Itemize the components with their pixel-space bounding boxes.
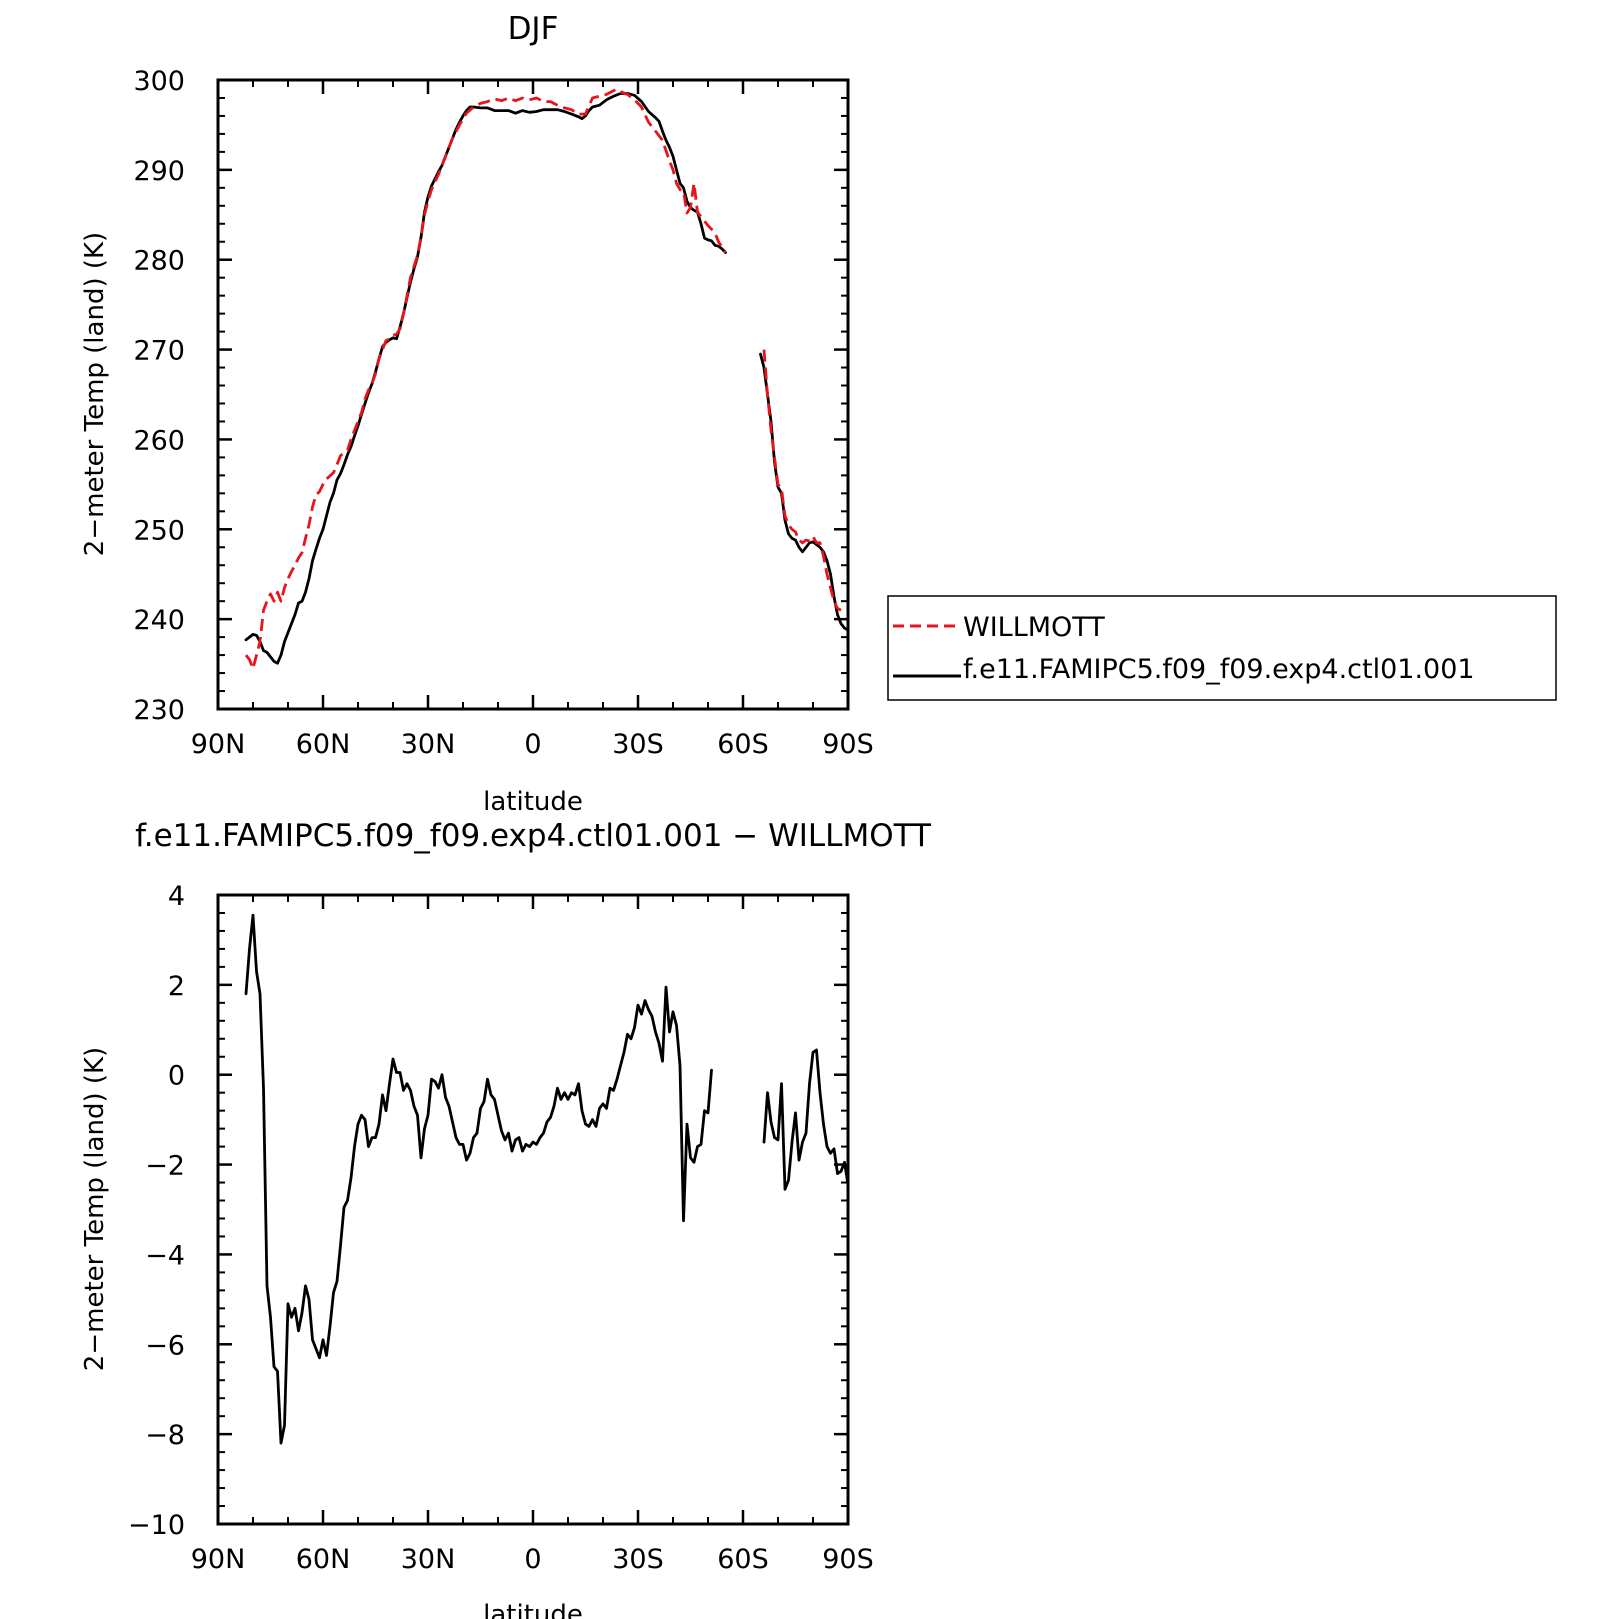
top-chart-ticks xyxy=(216,78,850,711)
top-xtick-label: 30N xyxy=(401,729,456,760)
top-xtick-label: 90S xyxy=(822,729,874,760)
top-chart-frame xyxy=(216,78,850,711)
top-xtick-label: 60S xyxy=(717,729,769,760)
bottom-ytick-label: 2 xyxy=(168,971,185,1002)
bottom-xtick-label: 30S xyxy=(612,1544,664,1575)
top-xtick-label: 30S xyxy=(612,729,664,760)
bottom-chart-frame xyxy=(216,893,850,1526)
legend-box xyxy=(887,595,1557,701)
top-xtick-label: 60N xyxy=(296,729,351,760)
top-ytick-label: 230 xyxy=(133,695,185,726)
bottom-series-model-line xyxy=(244,913,713,1445)
bottom-ytick-label: −2 xyxy=(145,1151,185,1182)
top-chart-ylabel: 2−meter Temp (land) (K) xyxy=(80,232,110,556)
top-series-model-line xyxy=(759,352,850,632)
top-chart-panel: DJF 90N 60N 30N 0 30S 60S 90S 230 240 250 260 270 28… xyxy=(80,11,874,817)
bottom-ytick-label: −4 xyxy=(145,1240,185,1271)
top-xtick-label: 0 xyxy=(524,729,541,760)
top-ytick-label: 250 xyxy=(133,515,185,546)
top-series-willmott-line xyxy=(762,349,842,612)
bottom-chart-ylabel: 2−meter Temp (land) (K) xyxy=(80,1047,110,1371)
top-ytick-label: 240 xyxy=(133,605,185,636)
top-ytick-label: 290 xyxy=(133,156,185,187)
bottom-xtick-label: 0 xyxy=(524,1544,541,1575)
bottom-chart-tick-labels: 90N 60N 30N 0 30S 60S 90S −10 −8 −6 −4 −2 0 2 4 xyxy=(128,881,874,1575)
bottom-xtick-label: 90S xyxy=(822,1544,874,1575)
bottom-ytick-label: 0 xyxy=(168,1061,185,1092)
bottom-xtick-label: 60S xyxy=(717,1544,769,1575)
bottom-chart-title: f.e11.FAMIPC5.f09_f09.exp4.ctl01.001 − W… xyxy=(135,818,932,854)
bottom-chart-ticks xyxy=(216,893,850,1526)
top-chart-title: DJF xyxy=(508,11,559,47)
bottom-xtick-label: 30N xyxy=(401,1544,456,1575)
bottom-series-model-line xyxy=(762,1048,850,1191)
top-xtick-label: 90N xyxy=(191,729,246,760)
bottom-chart-xlabel: latitude xyxy=(483,1600,583,1619)
bottom-ytick-label: −10 xyxy=(128,1510,185,1541)
bottom-xtick-label: 90N xyxy=(191,1544,246,1575)
top-chart-xlabel: latitude xyxy=(483,787,583,817)
legend: WILLMOTT f.e11.FAMIPC5.f09_f09.exp4.ctl0… xyxy=(887,595,1557,701)
top-chart-tick-labels: 90N 60N 30N 0 30S 60S 90S 230 240 250 260 270 280 290… xyxy=(133,66,873,760)
top-ytick-label: 270 xyxy=(133,336,185,367)
top-ytick-label: 300 xyxy=(133,66,185,97)
bottom-chart-series xyxy=(244,913,850,1445)
top-series-willmott-line xyxy=(244,87,727,670)
bottom-xtick-label: 60N xyxy=(296,1544,351,1575)
top-ytick-label: 280 xyxy=(133,246,185,277)
top-series-model-line xyxy=(244,92,727,665)
bottom-ytick-label: −8 xyxy=(145,1420,185,1451)
top-ytick-label: 260 xyxy=(133,425,185,456)
legend-label-willmott: WILLMOTT xyxy=(963,612,1105,643)
bottom-chart-panel: f.e11.FAMIPC5.f09_f09.exp4.ctl01.001 − W… xyxy=(80,818,932,1619)
legend-label-model: f.e11.FAMIPC5.f09_f09.exp4.ctl01.001 xyxy=(963,654,1475,685)
bottom-ytick-label: 4 xyxy=(168,881,185,912)
bottom-ytick-label: −6 xyxy=(145,1330,185,1361)
top-chart-series xyxy=(244,87,850,670)
